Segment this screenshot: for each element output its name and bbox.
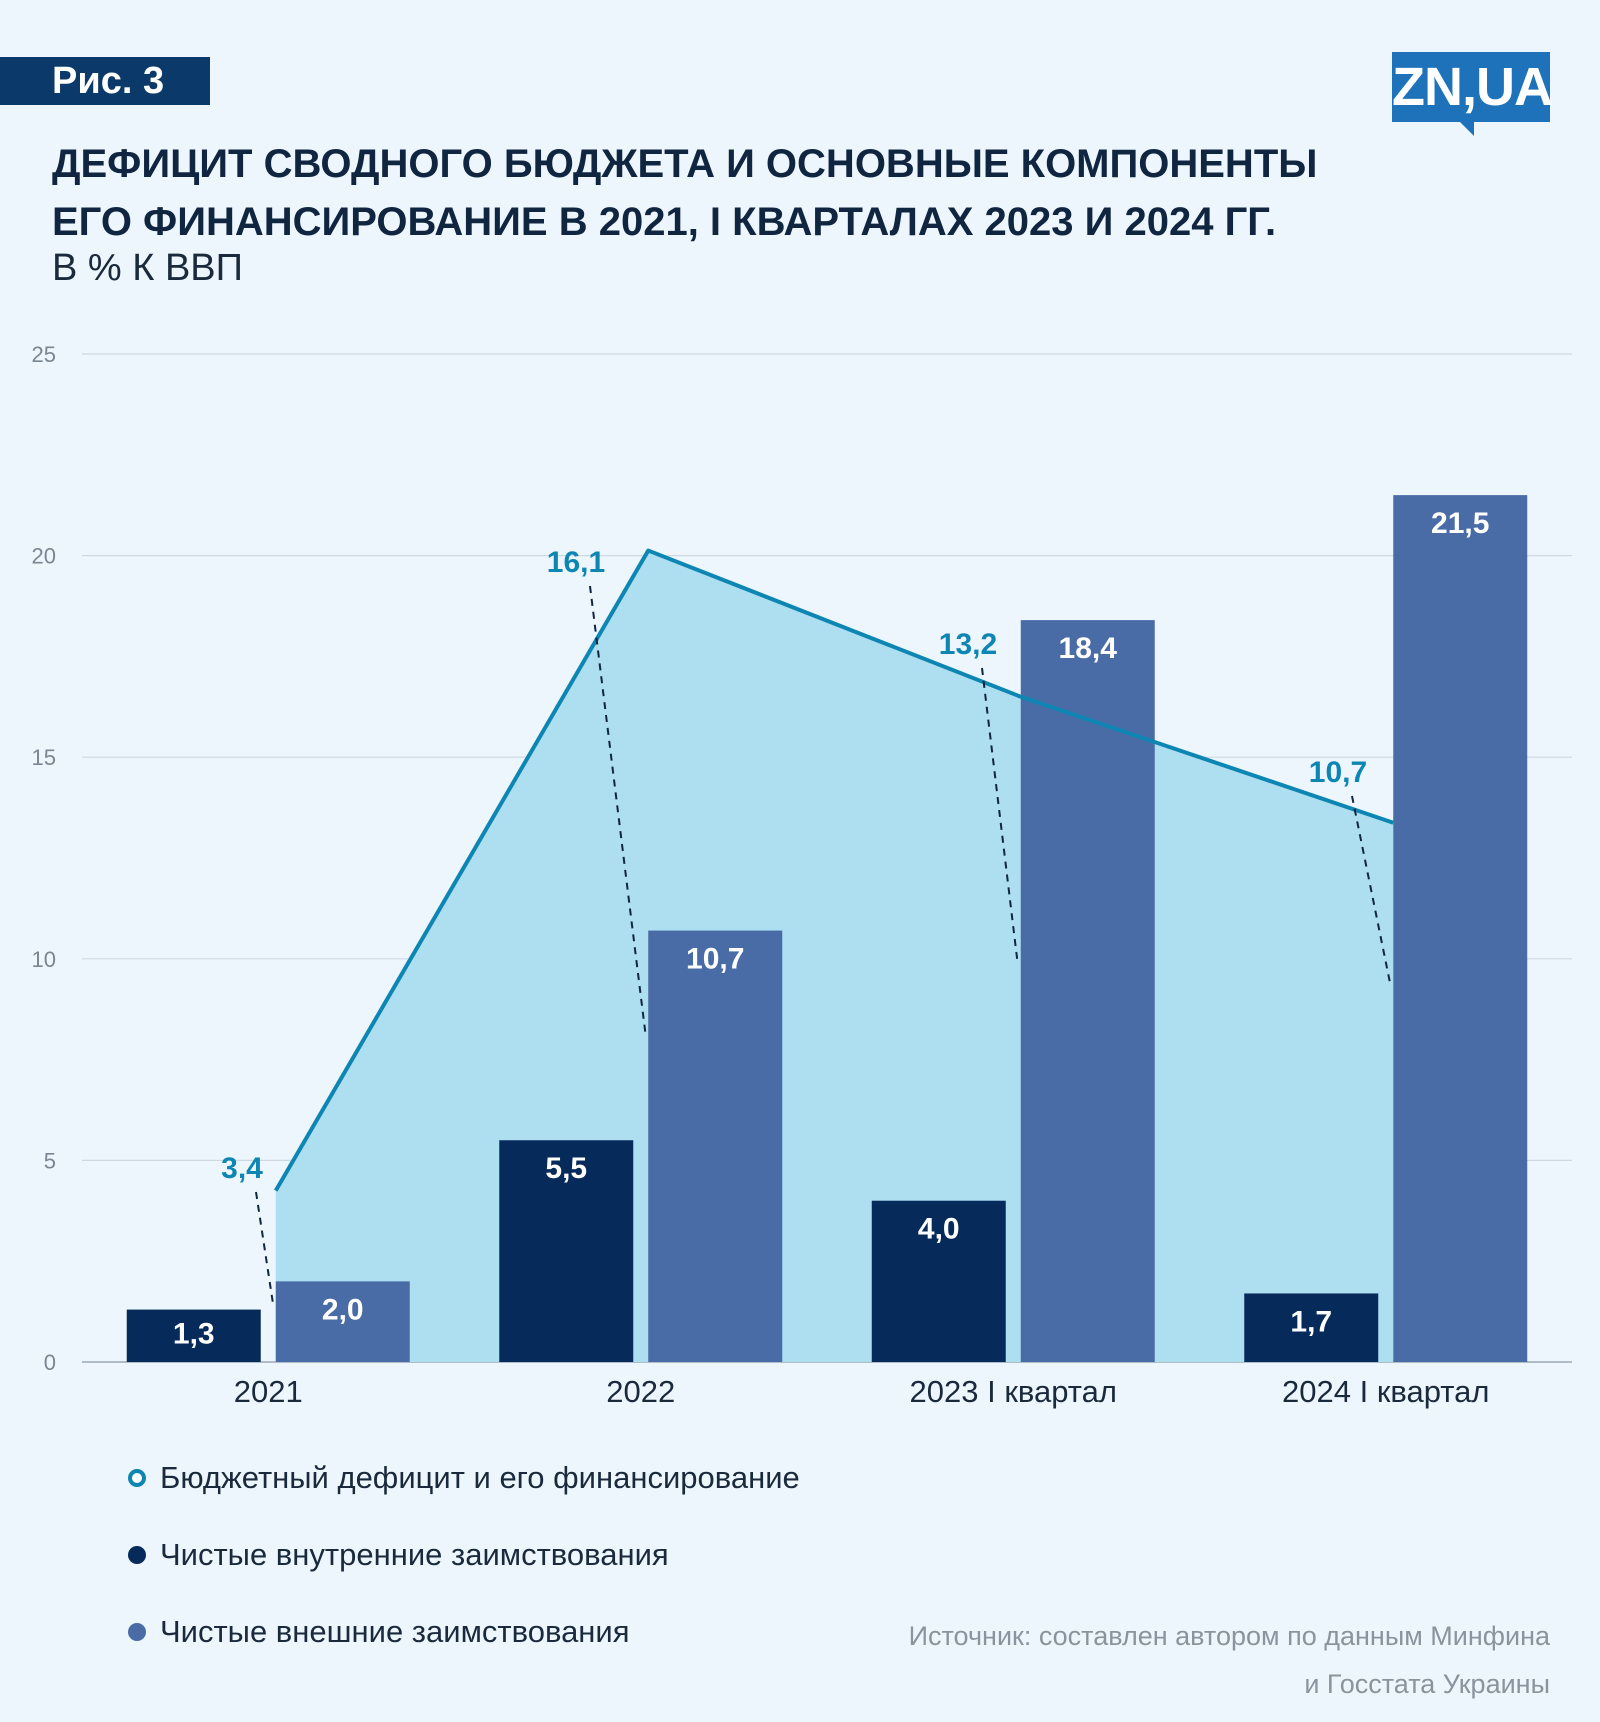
chart-title-line-1: ДЕФИЦИТ СВОДНОГО БЮДЖЕТА И ОСНОВНЫЕ КОМП… [52, 142, 1318, 186]
data-label-external: 2,0 [322, 1293, 364, 1326]
deficit-label-leader [589, 585, 647, 1033]
deficit-line [274, 548, 1394, 1192]
data-label-deficit: 16,1 [547, 546, 605, 579]
x-tick-label: 2024 I квартал [1282, 1374, 1489, 1409]
data-label-domestic: 1,7 [1290, 1305, 1332, 1338]
bar-external [648, 930, 783, 1362]
data-label-external: 18,4 [1059, 632, 1118, 665]
bar-domestic [126, 1309, 261, 1362]
brand-logo-tail [1458, 120, 1474, 136]
legend-label-domestic: Чистые внутренние заимствования [160, 1537, 669, 1572]
data-label-domestic: 5,5 [545, 1152, 587, 1185]
chart-title-line-2: ЕГО ФИНАНСИРОВАНИЕ В 2021, I КВАРТАЛАХ 2… [52, 200, 1277, 244]
deficit-label-leader [1351, 795, 1392, 985]
data-label-external: 10,7 [686, 943, 744, 976]
bar-external [1393, 495, 1528, 1362]
bar-domestic [871, 1200, 1006, 1362]
source-line-1: Источник: составлен автором по данным Ми… [908, 1621, 1550, 1651]
x-tick-label: 2022 [606, 1374, 675, 1409]
data-label-deficit: 10,7 [1309, 756, 1367, 789]
chart: 0 5 10 15 20 25 1,3 5,5 4,0 1,7 2,0 10,7 18,4 21,5 3,4… [32, 342, 1572, 1409]
legend-label-external: Чистые внешние заимствования [160, 1614, 630, 1649]
legend-swatch-domestic [128, 1546, 146, 1564]
chart-title: ДЕФИЦИТ СВОДНОГО БЮДЖЕТА И ОСНОВНЫЕ КОМП… [52, 135, 1552, 251]
bar-external [1020, 620, 1155, 1362]
legend-swatch-external [128, 1623, 146, 1641]
legend-swatch-deficit [128, 1469, 146, 1487]
data-label-deficit: 3,4 [221, 1152, 263, 1185]
data-label-external: 21,5 [1431, 507, 1489, 540]
source-note: Источник: составлен автором по данным Ми… [790, 1612, 1550, 1708]
data-label-domestic: 1,3 [173, 1318, 215, 1351]
y-tick-label: 0 [44, 1350, 56, 1375]
brand-logo: ZN,UA [1392, 52, 1553, 122]
data-label-domestic: 4,0 [918, 1213, 960, 1246]
bar-domestic [1244, 1293, 1379, 1362]
deficit-label-leader [255, 1191, 274, 1303]
y-tick-label: 20 [32, 544, 56, 569]
y-tick-label: 5 [44, 1148, 56, 1173]
chart-subtitle: В % К ВВП [52, 247, 243, 289]
bar-external [275, 1281, 410, 1362]
y-tick-label: 25 [32, 342, 56, 367]
source-line-2: и Госстата Украины [1304, 1669, 1550, 1699]
data-label-deficit: 13,2 [939, 628, 997, 661]
y-tick-label: 15 [32, 745, 56, 770]
bar-domestic [499, 1140, 634, 1362]
y-tick-label: 10 [32, 947, 56, 972]
deficit-label-leader [981, 667, 1019, 965]
figure-label: Рис. 3 [0, 57, 210, 105]
x-tick-label: 2023 I квартал [910, 1374, 1117, 1409]
deficit-area [275, 550, 1394, 1362]
legend-label-deficit: Бюджетный дефицит и его финансирование [160, 1460, 800, 1495]
x-tick-label: 2021 [234, 1374, 303, 1409]
